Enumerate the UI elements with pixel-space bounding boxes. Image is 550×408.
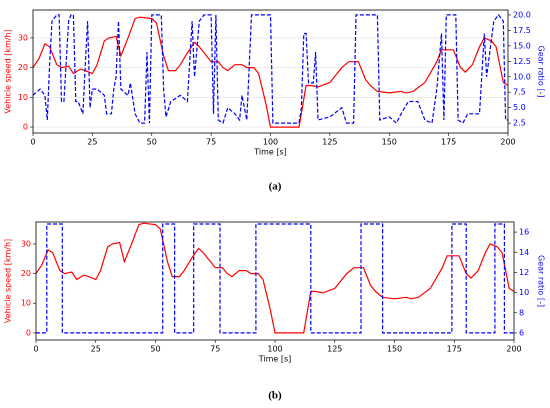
x-tick-label: 75 xyxy=(210,345,220,354)
caption: (b) xyxy=(268,390,282,402)
y2-axis-label: Gear ratio [-] xyxy=(537,46,546,98)
y2-tick-label: 12.5 xyxy=(513,57,531,66)
x-tick-label: 150 xyxy=(387,345,402,354)
caption: (a) xyxy=(269,181,282,193)
x-tick-label: 75 xyxy=(206,138,216,147)
x-tick-label: 100 xyxy=(267,345,282,354)
y2-tick-label: 10 xyxy=(519,288,529,297)
series-line xyxy=(35,222,515,334)
y2-tick-label: 12 xyxy=(519,268,529,277)
x-tick-label: 200 xyxy=(506,345,521,354)
y2-tick-label: 2.5 xyxy=(513,119,526,128)
y-tick-label: 10 xyxy=(21,299,31,308)
y-tick-label: 20 xyxy=(21,269,31,278)
x-tick-label: 175 xyxy=(447,345,462,354)
x-tick-label: 125 xyxy=(322,138,337,147)
y2-tick-label: 17.5 xyxy=(513,26,531,35)
y-tick-label: 0 xyxy=(23,123,28,132)
plot-frame xyxy=(35,221,515,341)
series-line xyxy=(32,13,508,125)
y2-tick-label: 8 xyxy=(519,308,524,317)
x-tick-label: 200 xyxy=(500,138,515,147)
y2-tick-label: 20.0 xyxy=(513,10,531,19)
x-tick-label: 25 xyxy=(87,138,97,147)
x-tick-label: 125 xyxy=(327,345,342,354)
y2-tick-label: 7.5 xyxy=(513,88,526,97)
y2-axis-label: Gear ratio [-] xyxy=(537,255,546,307)
y-tick-label: 10 xyxy=(18,93,28,102)
y2-tick-label: 15.0 xyxy=(513,41,531,50)
plot-frame xyxy=(32,9,509,134)
y-tick-label: 20 xyxy=(18,63,28,72)
series-line xyxy=(32,16,509,128)
x-axis-label: Time [s] xyxy=(253,148,287,157)
y2-tick-label: 10.0 xyxy=(513,72,531,81)
y2-tick-label: 6 xyxy=(519,328,524,337)
x-axis-label: Time [s] xyxy=(258,355,292,364)
y2-tick-label: 16 xyxy=(519,228,529,237)
x-tick-label: 100 xyxy=(263,138,278,147)
x-tick-label: 0 xyxy=(33,345,38,354)
x-tick-label: 25 xyxy=(91,345,101,354)
y-tick-label: 0 xyxy=(26,328,31,337)
y-axis-label: Vehicle speed [km/h] xyxy=(4,239,13,323)
y-axis-label: Vehicle speed [km/h] xyxy=(4,29,13,113)
x-tick-label: 0 xyxy=(30,138,35,147)
x-tick-label: 175 xyxy=(441,138,456,147)
y-tick-label: 30 xyxy=(18,33,28,42)
y2-tick-label: 5.0 xyxy=(513,103,526,112)
series-line xyxy=(36,223,514,334)
y-tick-label: 30 xyxy=(21,239,31,248)
x-tick-label: 50 xyxy=(147,138,157,147)
y2-tick-label: 14 xyxy=(519,248,529,257)
x-tick-label: 50 xyxy=(150,345,160,354)
x-tick-label: 150 xyxy=(382,138,397,147)
